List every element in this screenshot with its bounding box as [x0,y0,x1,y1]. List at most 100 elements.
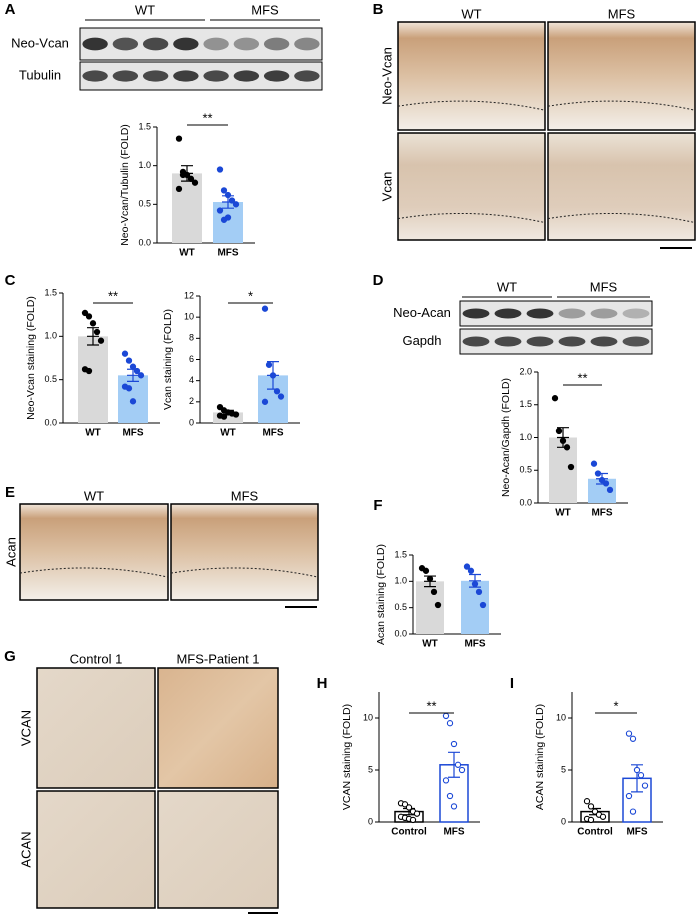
data-point [446,792,454,800]
data-point [463,563,471,570]
label: * [613,698,618,713]
band [112,37,139,51]
data-point [121,350,129,357]
data-point [133,367,141,375]
y-tick-label: 12 [184,290,194,300]
y-tick-label: 1.0 [44,331,57,341]
label: WT [497,279,517,294]
data-point [261,305,269,312]
data-point [269,372,277,379]
data-point [479,601,487,609]
histology-image [157,790,279,909]
data-point [599,813,607,820]
band [173,70,199,82]
data-point [137,372,145,379]
label: Vcan staining (FOLD) [162,309,174,410]
label: Neo-Vcan/Tubulin (FOLD) [119,124,131,246]
y-tick-label: 0.5 [44,374,57,384]
data-point [405,804,413,811]
error-bar [448,751,460,778]
data-point [555,427,563,435]
data-point [232,411,240,418]
label: Gapdh [402,333,441,348]
y-tick-label: 1.5 [394,549,407,559]
histology-image [157,667,279,789]
label: Acan [3,537,18,567]
band [622,336,650,347]
label: MFS [122,428,143,439]
label: WT [461,6,481,21]
error-bar [631,764,643,793]
y-tick-label: 0.5 [138,199,151,209]
data-point [442,777,450,784]
y-tick-label: 1.0 [394,576,407,586]
band [558,336,586,347]
data-point [598,476,606,484]
y-tick-label: 0.0 [519,497,532,507]
data-point [637,772,645,779]
y-tick-label: 2 [189,396,194,406]
data-point [583,798,591,805]
y-tick-label: 10 [556,712,566,722]
band [558,308,586,319]
data-point [89,320,97,327]
label: ** [577,370,587,385]
boundary [170,567,319,578]
label: Control [577,827,613,838]
y-tick-label: 8 [189,333,194,343]
label: C [5,272,16,289]
label: A [5,1,16,18]
boundary [547,100,696,111]
data-point [265,361,273,368]
band [590,336,618,347]
data-point [442,712,450,720]
label: Vcan [379,172,394,202]
histology-image [170,503,319,601]
data-point [602,480,610,487]
data-point [125,357,133,364]
data-point [93,328,101,336]
histology-image [36,790,156,909]
y-tick-label: 0.0 [44,417,57,427]
label: Neo-Acan/Gapdh (FOLD) [500,378,512,497]
data-point [216,166,224,173]
band [294,37,320,51]
band [173,37,199,51]
data-point [434,601,442,609]
bar [549,437,577,503]
data-point [175,185,183,193]
error-bar [469,573,481,588]
bar [78,336,108,423]
data-point [273,388,281,395]
band [494,336,522,347]
label: WT [135,2,155,17]
label: WT [85,428,101,439]
band [142,70,169,82]
data-point [563,444,571,451]
label: WT [555,508,571,519]
y-tick-label: 5 [561,764,566,774]
band [112,70,139,82]
data-point [216,207,224,214]
data-point [590,460,598,467]
label: WT [422,639,438,650]
data-point [594,470,602,477]
data-point [450,740,458,748]
y-tick-label: 10 [363,712,373,722]
y-tick-label: 1.0 [519,432,532,442]
histology-image [547,21,696,131]
data-point [567,463,575,471]
y-tick-label: 0 [561,816,566,826]
data-point [591,808,599,815]
data-point [426,575,434,582]
data-point [277,393,285,400]
data-point [606,486,614,494]
label: Neo-Vcan staining (FOLD) [25,296,37,420]
label: Control [391,827,427,838]
data-point [559,437,567,444]
data-point [224,214,232,221]
data-point [413,810,421,817]
y-tick-label: 0.0 [138,237,151,247]
label: MFS [464,639,485,650]
y-tick-label: 0.5 [394,602,407,612]
